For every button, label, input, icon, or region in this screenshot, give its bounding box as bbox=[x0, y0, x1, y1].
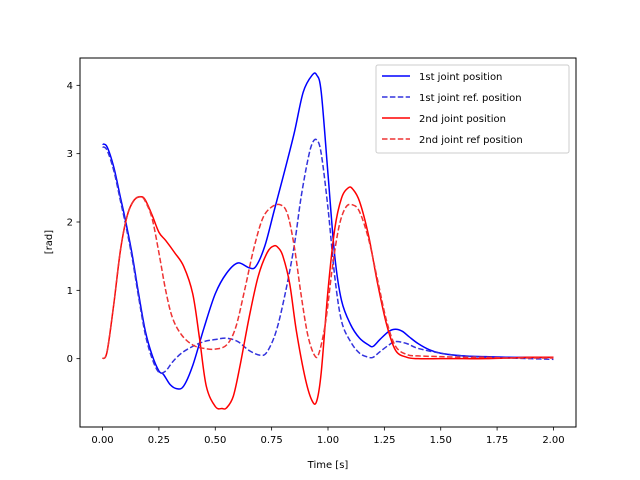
legend: 1st joint position 1st joint ref. positio… bbox=[375, 64, 570, 154]
x-tick-label: 1.00 bbox=[317, 435, 339, 446]
x-tick-label: 1.25 bbox=[373, 435, 395, 446]
x-tick-label: 0.25 bbox=[148, 435, 170, 446]
y-tick-label: 1 bbox=[67, 286, 73, 297]
legend-entry: 2nd joint position bbox=[419, 114, 506, 125]
x-axis-label: Time [s] bbox=[307, 460, 349, 471]
x-tick-label: 0.75 bbox=[261, 435, 283, 446]
x-tick-label: 1.75 bbox=[486, 435, 508, 446]
legend-box bbox=[375, 64, 570, 154]
series-line-4 bbox=[101, 195, 554, 360]
y-tick-label: 3 bbox=[67, 149, 73, 160]
x-tick-label: 1.50 bbox=[430, 435, 452, 446]
x-tick-label: 2.00 bbox=[542, 435, 564, 446]
series-line-3 bbox=[101, 186, 554, 410]
legend-entry: 2nd joint ref position bbox=[419, 135, 523, 146]
legend-entry: 1st joint ref. position bbox=[419, 93, 522, 104]
y-tick-label: 0 bbox=[67, 354, 73, 365]
axis-ticks: 0.00 0.25 0.50 0.75 1.00 1.25 1.50 1.75 2.00 0 1 2 3… bbox=[67, 81, 565, 446]
series-line-1 bbox=[102, 72, 554, 390]
plot-area bbox=[101, 72, 554, 410]
legend-entry: 1st joint position bbox=[419, 72, 502, 83]
y-tick-label: 4 bbox=[67, 81, 73, 92]
y-axis-label: [rad] bbox=[44, 230, 55, 254]
x-tick-label: 0.50 bbox=[204, 435, 226, 446]
x-tick-label: 0.00 bbox=[91, 435, 113, 446]
y-tick-label: 2 bbox=[67, 218, 73, 229]
